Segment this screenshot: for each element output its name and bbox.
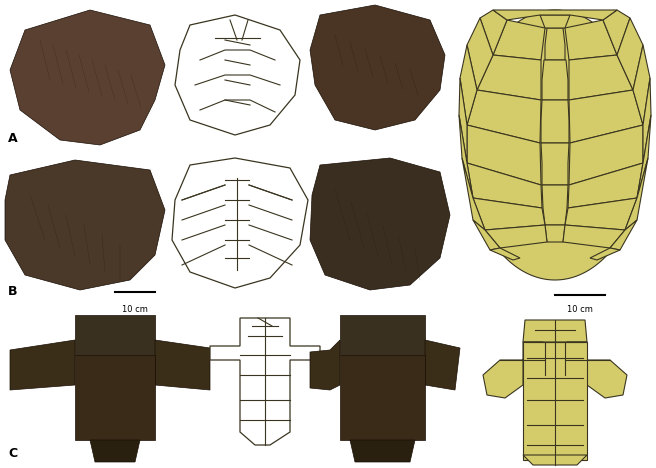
Text: C: C [8, 447, 17, 460]
Polygon shape [603, 10, 630, 55]
Polygon shape [477, 55, 541, 100]
Polygon shape [633, 45, 650, 125]
Polygon shape [485, 225, 547, 248]
Polygon shape [172, 158, 308, 288]
Polygon shape [568, 163, 643, 208]
Polygon shape [545, 225, 565, 242]
Polygon shape [310, 5, 445, 130]
Polygon shape [590, 248, 620, 260]
Polygon shape [545, 28, 565, 60]
Polygon shape [540, 15, 570, 28]
Polygon shape [210, 318, 320, 445]
Polygon shape [459, 115, 473, 198]
Polygon shape [523, 320, 587, 342]
Text: B: B [8, 285, 18, 298]
Polygon shape [483, 342, 545, 398]
Polygon shape [462, 158, 485, 230]
Polygon shape [350, 440, 415, 462]
Polygon shape [5, 160, 165, 290]
Polygon shape [467, 90, 541, 143]
Polygon shape [459, 78, 467, 163]
Polygon shape [75, 315, 155, 355]
Polygon shape [610, 220, 637, 250]
Polygon shape [523, 342, 587, 460]
Polygon shape [541, 100, 569, 143]
Polygon shape [75, 355, 155, 440]
Polygon shape [617, 18, 643, 90]
Polygon shape [625, 158, 648, 230]
Polygon shape [569, 55, 633, 100]
Polygon shape [90, 440, 140, 462]
Polygon shape [569, 125, 643, 185]
Polygon shape [565, 198, 637, 230]
Polygon shape [155, 340, 210, 390]
Polygon shape [425, 340, 460, 390]
Polygon shape [473, 220, 500, 250]
Polygon shape [480, 10, 507, 55]
Polygon shape [542, 60, 568, 100]
Polygon shape [10, 340, 75, 390]
Polygon shape [310, 158, 450, 290]
Polygon shape [465, 10, 645, 280]
Polygon shape [467, 18, 493, 90]
Polygon shape [542, 185, 568, 225]
Polygon shape [493, 20, 545, 60]
Polygon shape [175, 15, 300, 135]
Polygon shape [310, 340, 340, 390]
Polygon shape [565, 342, 627, 398]
Polygon shape [10, 10, 165, 145]
Polygon shape [637, 115, 651, 198]
Polygon shape [490, 248, 520, 260]
Polygon shape [643, 78, 651, 163]
Polygon shape [563, 225, 625, 248]
Polygon shape [340, 315, 425, 355]
Polygon shape [340, 355, 425, 440]
Polygon shape [467, 125, 541, 185]
Text: A: A [8, 132, 18, 145]
Polygon shape [565, 20, 617, 60]
Text: 10 cm: 10 cm [567, 305, 593, 314]
Polygon shape [493, 10, 617, 20]
Polygon shape [541, 143, 569, 185]
Polygon shape [460, 45, 477, 125]
Polygon shape [523, 455, 587, 465]
Polygon shape [569, 90, 643, 143]
Text: 10 cm: 10 cm [122, 305, 148, 314]
Polygon shape [467, 163, 542, 208]
Polygon shape [473, 198, 545, 230]
